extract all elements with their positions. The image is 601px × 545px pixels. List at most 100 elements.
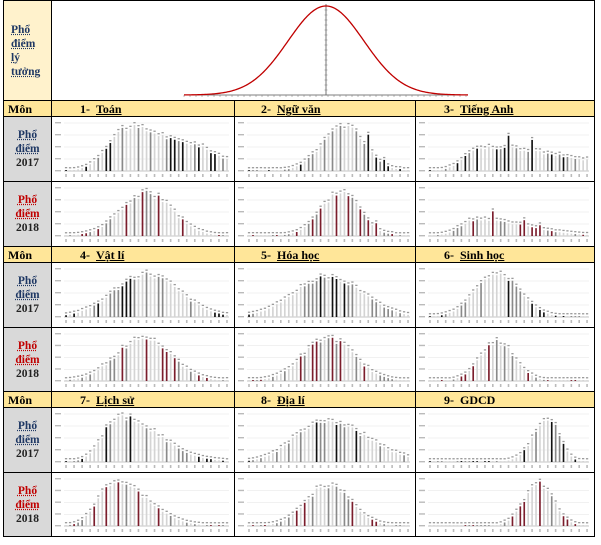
bar-data-label — [177, 138, 180, 140]
bar-data-label — [279, 370, 282, 372]
histogram-bar — [339, 341, 342, 381]
bar-data-label — [221, 311, 225, 313]
bar-data-label — [491, 145, 494, 148]
bar-data-label — [161, 275, 164, 277]
bar-data-label — [391, 449, 394, 451]
x-tick-label — [507, 384, 510, 387]
histogram-bar — [206, 525, 208, 526]
x-tick-label — [515, 529, 518, 532]
histogram-bar — [97, 498, 100, 526]
y-tick-label — [238, 449, 244, 451]
bar-data-label — [129, 200, 132, 202]
bar-data-label — [448, 522, 451, 524]
histogram-bar — [379, 446, 382, 462]
x-tick-label — [383, 239, 385, 242]
histogram-bar — [73, 379, 75, 381]
histogram-bar — [347, 426, 350, 462]
bar-data-label — [519, 362, 522, 364]
histogram-bar — [387, 166, 390, 171]
histogram-bar — [456, 228, 459, 236]
histogram-bar — [429, 235, 431, 236]
histogram-bar — [202, 307, 204, 317]
histogram-bar — [252, 313, 254, 317]
bar-data-label — [247, 232, 251, 234]
x-tick-label — [73, 174, 75, 177]
histogram-bar — [562, 380, 565, 381]
bar-data-label — [145, 187, 148, 190]
histogram-bar — [323, 423, 326, 462]
histogram-bar — [69, 314, 71, 317]
histogram-bar — [121, 415, 124, 462]
x-tick-label — [359, 465, 362, 468]
bar-data-label — [217, 232, 221, 234]
histogram-bar — [359, 361, 362, 381]
histogram-bar — [85, 515, 88, 526]
histogram-bar — [153, 278, 156, 317]
bar-data-label — [161, 434, 164, 436]
histogram-bar — [456, 378, 459, 381]
bar-data-label — [347, 344, 350, 347]
bar-data-label — [299, 504, 302, 507]
histogram-bar — [121, 127, 124, 171]
histogram-bar — [319, 342, 322, 381]
bar-data-label — [271, 232, 275, 234]
histogram-bar — [222, 525, 224, 526]
bar-data-label — [468, 294, 471, 296]
bar-data-label — [89, 371, 92, 373]
bar-data-label — [530, 372, 534, 374]
histogram-bar — [331, 194, 334, 236]
bar-data-label — [527, 148, 530, 151]
histogram-bar — [85, 309, 88, 317]
histogram-bar — [280, 170, 282, 171]
bar-data-label — [363, 431, 366, 434]
bar-data-label — [519, 288, 522, 290]
histogram-bar — [448, 525, 451, 526]
x-tick-label — [546, 239, 549, 242]
bar-data-label — [448, 458, 451, 460]
bar-data-label — [554, 312, 557, 314]
bar-data-label — [205, 230, 209, 232]
histogram-bar — [129, 203, 132, 236]
x-tick-label — [586, 384, 588, 387]
histogram-bar — [272, 524, 274, 526]
histogram-bar — [582, 160, 584, 171]
histogram-bar — [460, 376, 463, 381]
histogram-bar — [484, 525, 486, 526]
subject-title: 7- Lịch sử — [80, 393, 134, 408]
x-tick-label — [169, 320, 172, 323]
histogram-bar — [307, 157, 310, 171]
subject-title: 4- Vật lí — [80, 248, 124, 263]
histogram-bar — [65, 315, 67, 317]
bar-data-label — [89, 305, 92, 307]
x-tick-label — [399, 384, 401, 387]
bar-data-label — [452, 376, 455, 378]
histogram-bar — [550, 421, 553, 462]
bar-data-label — [217, 377, 221, 379]
bar-data-label — [327, 133, 330, 135]
bar-data-label — [271, 303, 275, 305]
x-tick-label — [351, 384, 354, 387]
x-tick-label — [295, 529, 298, 532]
histogram-bar — [448, 380, 451, 381]
x-tick-label — [226, 384, 228, 387]
histogram-bar — [391, 525, 393, 526]
bar-data-label — [554, 500, 557, 502]
bar-data-label — [391, 307, 394, 309]
histogram-bar — [125, 281, 128, 317]
histogram-bar — [355, 430, 358, 462]
bar-data-label — [398, 310, 402, 312]
histogram-bar — [307, 428, 310, 462]
bar-data-label — [185, 365, 188, 367]
bar-data-label — [113, 133, 116, 136]
year-2018-label: Phổ điểm 2018 — [4, 473, 52, 536]
bar-data-label — [355, 504, 358, 506]
histogram-bar — [173, 445, 176, 462]
bar-data-label — [495, 272, 498, 274]
x-tick-label — [226, 529, 228, 532]
bar-data-label — [185, 294, 188, 296]
histogram-bar — [319, 146, 322, 171]
year-2017-label: Phổ điểm 2017 — [4, 263, 52, 328]
bar-data-label — [355, 353, 358, 356]
histogram-bar — [582, 461, 584, 462]
histogram-bar — [117, 416, 120, 462]
